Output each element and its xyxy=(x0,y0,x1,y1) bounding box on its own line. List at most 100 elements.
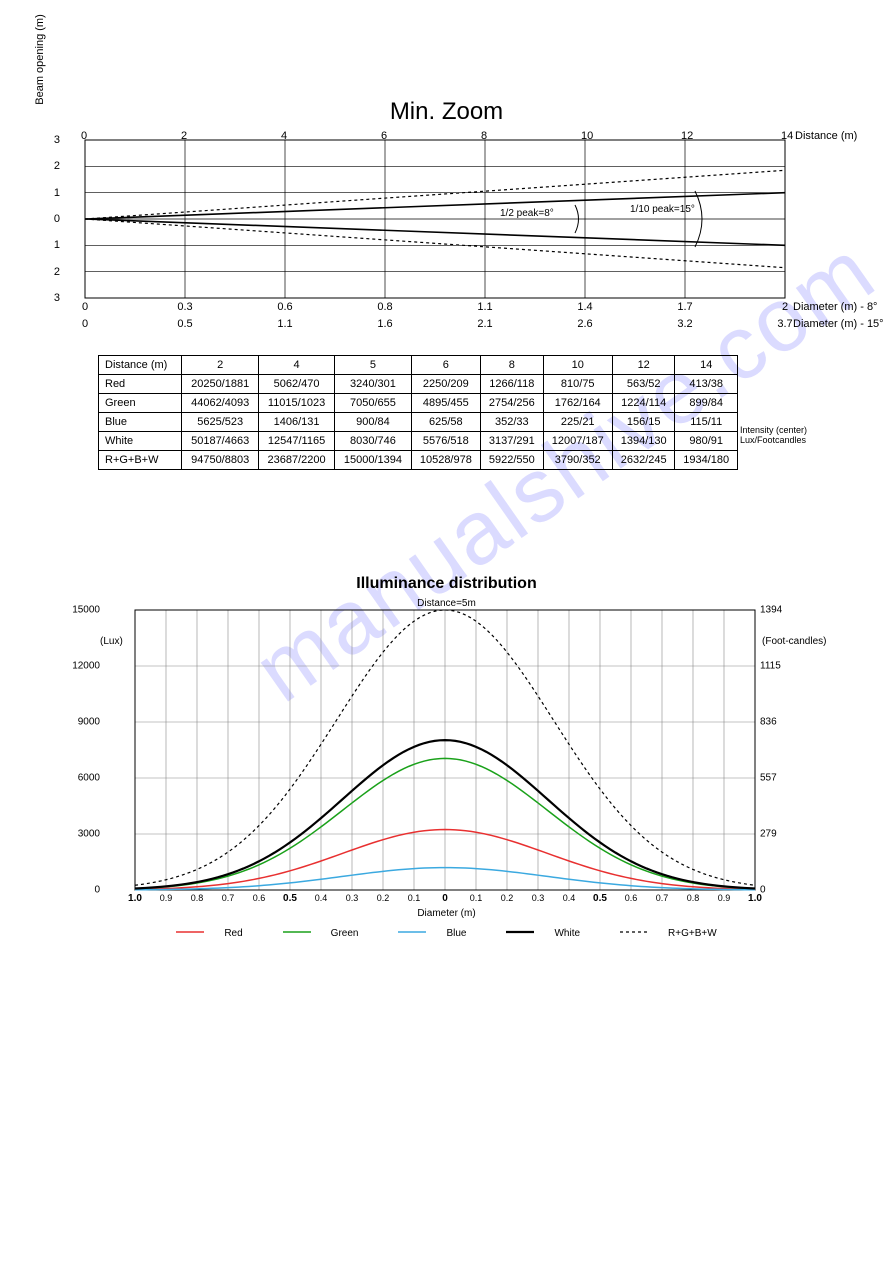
beam-diam-tick: 3.2 xyxy=(677,318,692,330)
table-cell: 10528/978 xyxy=(411,451,480,470)
legend-item: Red xyxy=(166,928,252,939)
beam-diam-tick: 2.6 xyxy=(577,318,592,330)
illum-ytick-left: 6000 xyxy=(78,773,100,784)
beam-ytick: 0 xyxy=(54,213,60,225)
beam-diam-tick: 2.1 xyxy=(477,318,492,330)
table-cell: 12007/187 xyxy=(543,432,612,451)
table-row: R+G+B+W94750/880323687/220015000/1394105… xyxy=(99,451,738,470)
beam-xtick-top: 14 xyxy=(781,130,793,142)
illum-xtick: 0.9 xyxy=(160,893,173,903)
illum-xtick: 0 xyxy=(442,893,448,904)
table-cell: Green xyxy=(99,394,182,413)
beam-xtick-top: 2 xyxy=(181,130,187,142)
table-cell: White xyxy=(99,432,182,451)
intensity-table: Distance (m)24568101214Red20250/18815062… xyxy=(98,355,738,470)
beam-diam-tick: 0 xyxy=(82,301,88,313)
illum-ytick-right: 279 xyxy=(760,829,777,840)
illum-xtick: 0.1 xyxy=(408,893,421,903)
illum-ytick-right: 557 xyxy=(760,773,777,784)
table-header: 8 xyxy=(481,356,543,375)
table-header: 6 xyxy=(411,356,480,375)
illum-ytick-left: 3000 xyxy=(78,829,100,840)
legend-item: Blue xyxy=(388,928,476,939)
illum-ytick-left: 15000 xyxy=(72,605,100,616)
table-row: Blue5625/5231406/131900/84625/58352/3322… xyxy=(99,413,738,432)
illum-xtick: 0.6 xyxy=(253,893,266,903)
table-cell: 20250/1881 xyxy=(182,375,258,394)
table-cell: 23687/2200 xyxy=(258,451,334,470)
table-cell: 1394/130 xyxy=(612,432,674,451)
illuminance-chart xyxy=(135,610,755,890)
table-cell: 1266/118 xyxy=(481,375,543,394)
illum-xtick: 0.3 xyxy=(532,893,545,903)
beam-diam-tick: 1.7 xyxy=(677,301,692,313)
table-cell: 3790/352 xyxy=(543,451,612,470)
table-cell: 980/91 xyxy=(675,432,738,451)
illum-xtick: 0.6 xyxy=(625,893,638,903)
beam-y-axis-label: Beam opening (m) xyxy=(34,14,46,105)
table-cell: 115/11 xyxy=(675,413,738,432)
table-cell: R+G+B+W xyxy=(99,451,182,470)
table-cell: 11015/1023 xyxy=(258,394,334,413)
illum-ytick-left: 12000 xyxy=(72,661,100,672)
beam-diam-tick: 0.5 xyxy=(177,318,192,330)
intensity-side-note: Intensity (center) Lux/Footcandles xyxy=(740,425,830,446)
legend-item: Green xyxy=(273,928,369,939)
beam-diam-tick: 2 xyxy=(782,301,788,313)
table-cell: 810/75 xyxy=(543,375,612,394)
illum-xtick: 0.2 xyxy=(377,893,390,903)
table-cell: 4895/455 xyxy=(411,394,480,413)
beam-diam-label: Diameter (m) - 15° xyxy=(793,318,893,330)
beam-diam-tick: 3.7 xyxy=(777,318,792,330)
table-cell: 352/33 xyxy=(481,413,543,432)
beam-diam-tick: 0.8 xyxy=(377,301,392,313)
illum-xtick: 0.9 xyxy=(718,893,731,903)
table-cell: 225/21 xyxy=(543,413,612,432)
beam-xtick-top: 4 xyxy=(281,130,287,142)
illum-xtick: 0.8 xyxy=(687,893,700,903)
page-title: Min. Zoom xyxy=(0,98,893,126)
table-cell: 563/52 xyxy=(612,375,674,394)
table-header: 4 xyxy=(258,356,334,375)
beam-xtick-top: 10 xyxy=(581,130,593,142)
table-cell: 94750/8803 xyxy=(182,451,258,470)
table-header: 12 xyxy=(612,356,674,375)
illuminance-x-label: Diameter (m) xyxy=(0,908,893,919)
illum-ytick-left: 9000 xyxy=(78,717,100,728)
beam-xtick-top: 6 xyxy=(381,130,387,142)
table-cell: 5922/550 xyxy=(481,451,543,470)
beam-diam-tick: 1.6 xyxy=(377,318,392,330)
table-cell: 1934/180 xyxy=(675,451,738,470)
illum-xtick: 0.4 xyxy=(563,893,576,903)
table-cell: 5062/470 xyxy=(258,375,334,394)
tenth-peak-label: 1/10 peak=15° xyxy=(630,204,695,215)
beam-diam-label: Diameter (m) - 8° xyxy=(793,301,893,313)
legend-label: White xyxy=(554,928,580,939)
table-cell: 1224/114 xyxy=(612,394,674,413)
illum-xtick: 0.7 xyxy=(656,893,669,903)
legend-label: Blue xyxy=(446,928,466,939)
table-cell: 5625/523 xyxy=(182,413,258,432)
beam-diam-tick: 0 xyxy=(82,318,88,330)
illuminance-legend: Red Green Blue White R+G+B+W xyxy=(0,928,893,939)
beam-diam-tick: 1.1 xyxy=(477,301,492,313)
table-cell: 3240/301 xyxy=(335,375,411,394)
table-cell: 156/15 xyxy=(612,413,674,432)
illum-xtick: 1.0 xyxy=(748,893,762,904)
illum-xtick: 0.2 xyxy=(501,893,514,903)
beam-ytick: 1 xyxy=(54,239,60,251)
illum-xtick: 1.0 xyxy=(128,893,142,904)
table-header: 2 xyxy=(182,356,258,375)
beam-diam-tick: 0.6 xyxy=(277,301,292,313)
table-cell: 2250/209 xyxy=(411,375,480,394)
table-cell: 1406/131 xyxy=(258,413,334,432)
beam-diam-tick: 0.3 xyxy=(177,301,192,313)
intensity-table-wrap: Distance (m)24568101214Red20250/18815062… xyxy=(98,355,803,470)
table-header: 10 xyxy=(543,356,612,375)
table-cell: 2632/245 xyxy=(612,451,674,470)
legend-item: R+G+B+W xyxy=(610,928,727,939)
beam-ytick: 2 xyxy=(54,266,60,278)
beam-xtick-top: 12 xyxy=(681,130,693,142)
illum-ytick-right: 836 xyxy=(760,717,777,728)
illuminance-title: Illuminance distribution xyxy=(0,575,893,593)
